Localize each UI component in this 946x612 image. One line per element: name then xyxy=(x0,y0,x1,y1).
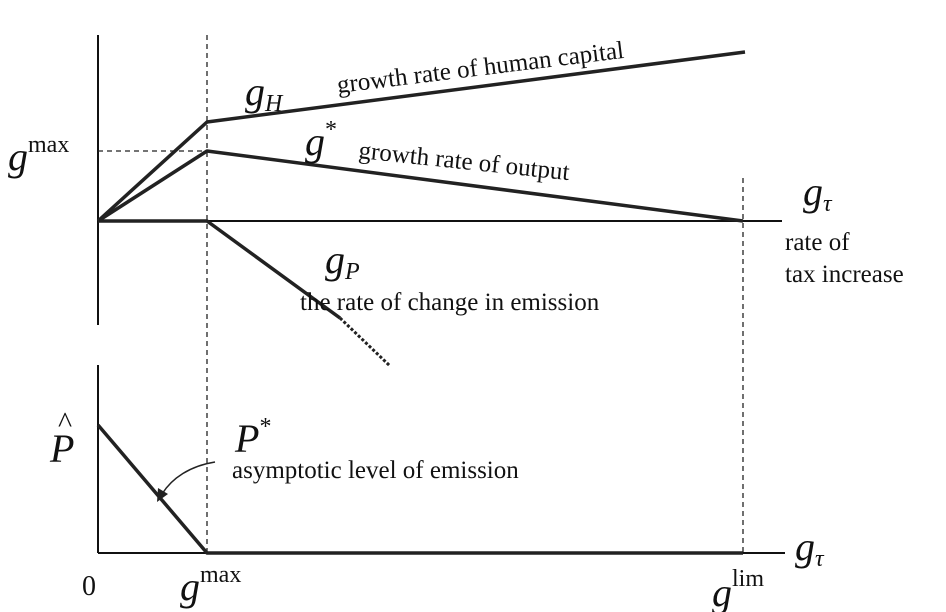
gP-line xyxy=(98,219,342,320)
arrow xyxy=(161,461,216,495)
gmax-bottom-label: gmax xyxy=(180,562,241,609)
gP-label: gP xyxy=(325,237,360,285)
gP-dashed xyxy=(338,316,392,368)
gH-text: growth rate of human capital xyxy=(335,37,625,99)
Phat-hat: ^ xyxy=(58,406,72,439)
tau-text-2: tax increase xyxy=(785,261,904,288)
gmax-label: gmax xyxy=(8,132,69,179)
zero-label: 0 xyxy=(82,571,96,602)
Pstar-label: P* xyxy=(234,414,271,461)
gstar-text: growth rate of output xyxy=(357,137,570,186)
gtau-bottom-label: gτ xyxy=(795,524,825,572)
gH-label: gH xyxy=(245,69,284,117)
Pstar-text: asymptotic level of emission xyxy=(232,457,519,484)
gtau-top-label: gτ xyxy=(803,169,833,217)
P-line xyxy=(96,423,743,555)
gstar-line xyxy=(97,149,744,223)
glim-label: glim xyxy=(712,566,764,612)
gH-line xyxy=(96,50,746,223)
arrow-head xyxy=(157,488,168,502)
tau-text-1: rate of xyxy=(785,229,850,256)
Phat-label: P xyxy=(49,426,74,471)
gP-text: the rate of change in emission xyxy=(300,289,600,316)
gstar-label: g* xyxy=(305,117,337,164)
